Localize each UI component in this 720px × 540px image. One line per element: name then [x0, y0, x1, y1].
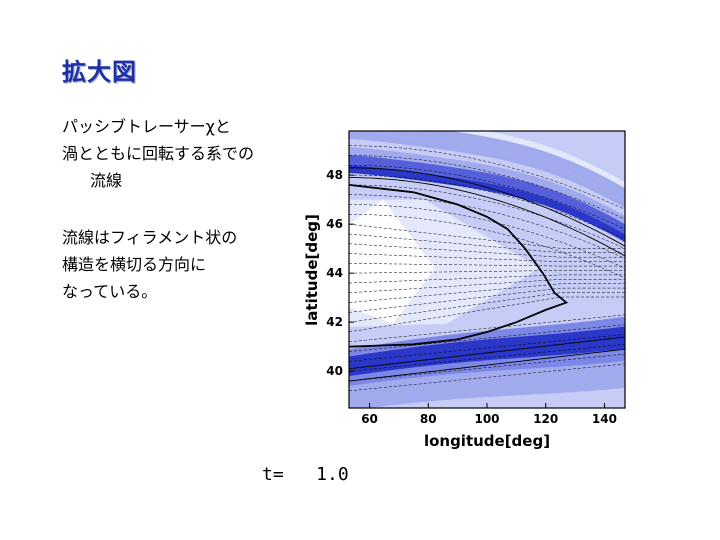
contour-line	[349, 177, 625, 257]
y-tick-label: 48	[326, 168, 343, 182]
y-tick-label: 42	[326, 315, 343, 329]
streamline	[349, 283, 625, 303]
streamline	[349, 253, 625, 262]
y-tick-label: 44	[326, 266, 343, 280]
streamline	[349, 204, 625, 269]
x-tick-label: 140	[592, 412, 617, 426]
streamline	[349, 363, 625, 392]
text-line: 流線はフィラメント状の	[62, 228, 238, 247]
plot-fill-layer	[349, 131, 625, 408]
slide-title: 拡大図	[62, 58, 137, 86]
streamline	[349, 243, 625, 258]
fill-band	[349, 131, 625, 209]
contour-line	[349, 348, 625, 382]
streamline	[349, 296, 625, 333]
streamline	[349, 194, 625, 259]
streamline	[349, 270, 625, 274]
streamline	[349, 353, 625, 382]
highlighted-streamline	[349, 184, 569, 348]
x-tick-label: 80	[420, 412, 437, 426]
text-line: 流線	[90, 171, 123, 190]
contour-plot: 60 80 100 120 140 40 42 44 46 48 longitude[deg] l…	[303, 130, 626, 450]
streamline	[349, 292, 625, 323]
streamline	[349, 174, 625, 240]
fill-band	[349, 139, 625, 217]
streamline	[349, 145, 625, 210]
fill-band	[349, 326, 625, 377]
streamline	[349, 344, 625, 372]
y-axis-label: latitude[deg]	[303, 214, 321, 326]
text-block-1: パッシブトレーサーχと 渦とともに回転する系での 流線	[62, 113, 254, 194]
fill-band	[349, 165, 625, 243]
fill-band	[407, 131, 625, 195]
contour-line	[349, 167, 625, 247]
text-line: 渦とともに回転する系での	[62, 144, 255, 163]
fill-band	[349, 155, 625, 235]
streamline	[349, 214, 625, 279]
streamline	[349, 279, 625, 294]
streamline	[349, 324, 625, 352]
streamline	[349, 165, 625, 230]
streamline	[349, 287, 625, 313]
contour-line	[349, 336, 625, 370]
time-label: t= 1.0	[262, 464, 349, 485]
y-tick-label: 40	[326, 364, 343, 378]
streamline	[349, 314, 625, 343]
text-line: なっている。	[62, 282, 158, 301]
text-line: 構造を横切る方向に	[62, 255, 207, 274]
fill-band	[349, 131, 625, 201]
text-line: パッシブトレーサーχと	[62, 117, 231, 136]
streamline	[349, 155, 625, 220]
streamline	[349, 334, 625, 362]
x-axis-label: longitude[deg]	[424, 432, 550, 450]
streamline	[349, 274, 625, 284]
text-block-2: 流線はフィラメント状の 構造を横切る方向に なっている。	[62, 224, 237, 305]
plot-axes: 60 80 100 120 140 40 42 44 46 48	[326, 168, 617, 426]
streamline	[349, 184, 625, 249]
fill-band	[349, 199, 435, 324]
y-tick-label: 46	[326, 217, 343, 231]
x-tick-label: 120	[533, 412, 558, 426]
streamline	[349, 263, 625, 267]
plot-contour-layer	[349, 145, 625, 392]
streamline	[349, 223, 625, 249]
x-tick-label: 100	[474, 412, 499, 426]
fill-band	[349, 360, 625, 408]
streamline	[349, 233, 625, 254]
x-tick-label: 60	[361, 412, 378, 426]
fill-band	[349, 147, 625, 225]
